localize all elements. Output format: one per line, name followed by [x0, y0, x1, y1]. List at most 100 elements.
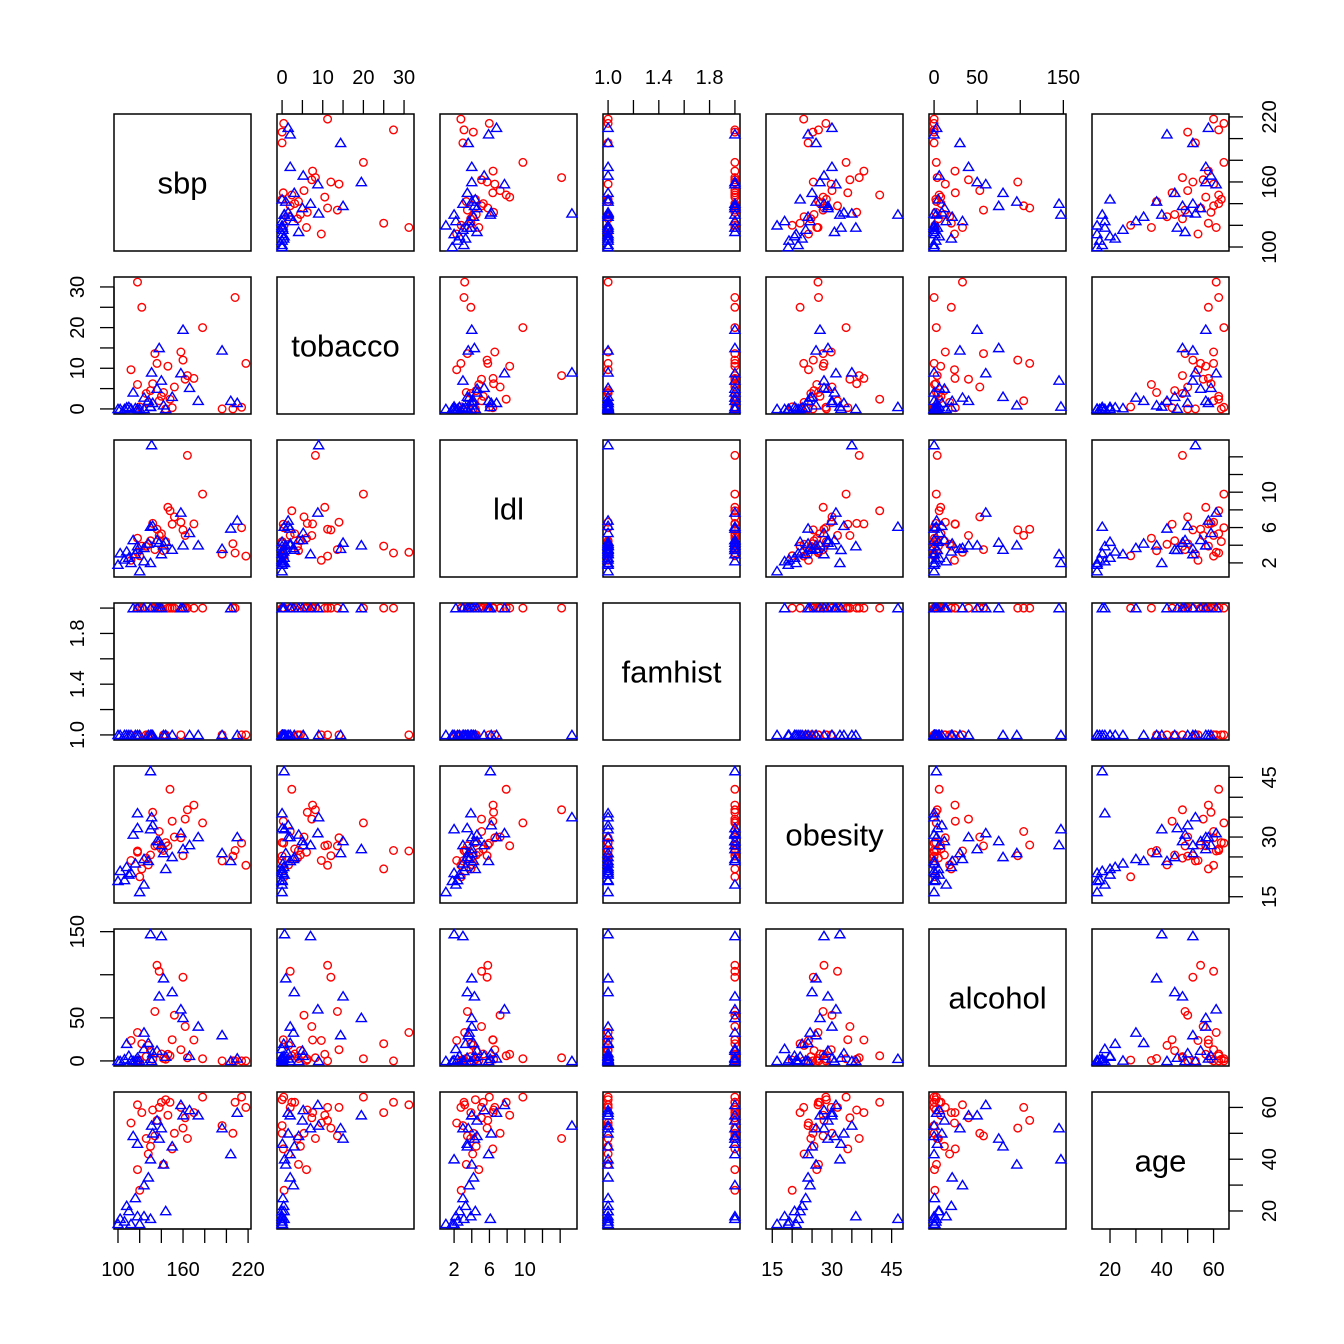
point-triangle: [728, 1098, 742, 1110]
point-circle: [217, 404, 227, 414]
point-triangle: [825, 514, 839, 525]
point-triangle: [467, 1036, 480, 1048]
point-circle: [501, 784, 511, 794]
point-circle: [1025, 203, 1035, 213]
point-triangle: [728, 555, 742, 566]
panel-alcohol-vs-famhist: [601, 928, 742, 1067]
point-circle: [818, 502, 828, 512]
point-triangle: [1090, 886, 1104, 897]
point-circle: [468, 127, 478, 137]
tick-label: 10: [1259, 481, 1281, 503]
point-triangle: [825, 396, 839, 408]
point-triangle: [849, 540, 863, 551]
point-circle: [730, 361, 740, 371]
point-circle: [241, 730, 251, 740]
point-triangle: [279, 1158, 293, 1169]
point-circle: [795, 603, 805, 613]
point-triangle: [111, 1217, 125, 1229]
point-triangle: [728, 400, 742, 412]
point-circle: [389, 603, 399, 613]
point-triangle: [1160, 522, 1174, 533]
point-triangle: [834, 543, 848, 555]
panel-frame: [928, 1091, 1067, 1230]
point-triangle: [821, 382, 835, 393]
point-triangle: [131, 540, 144, 551]
point-circle: [379, 541, 389, 551]
point-triangle: [283, 1020, 297, 1031]
point-triangle: [837, 206, 851, 217]
point-triangle: [601, 221, 615, 232]
point-triangle: [470, 1044, 484, 1055]
point-circle: [389, 1097, 399, 1107]
point-triangle: [334, 136, 347, 148]
point-triangle: [439, 402, 453, 414]
point-circle: [812, 1165, 822, 1175]
point-triangle: [992, 199, 1006, 211]
point-circle: [950, 166, 960, 176]
tick-label: 60: [1202, 1259, 1224, 1281]
point-triangle: [825, 728, 839, 740]
point-circle: [975, 186, 985, 196]
point-triangle: [601, 381, 615, 393]
point-triangle: [312, 1119, 325, 1130]
point-triangle: [152, 341, 166, 353]
point-triangle: [1098, 215, 1112, 226]
point-triangle: [601, 1199, 615, 1211]
point-triangle: [1137, 1036, 1150, 1048]
point-triangle: [1168, 543, 1182, 555]
point-triangle: [142, 854, 155, 866]
point-triangle: [464, 1210, 478, 1221]
point-triangle: [133, 565, 146, 576]
point-triangle: [281, 1127, 295, 1138]
point-triangle: [447, 1153, 461, 1164]
point-circle: [169, 1128, 179, 1138]
point-triangle: [829, 506, 843, 517]
point-circle: [1214, 394, 1224, 404]
point-circle: [1190, 404, 1200, 414]
point-triangle: [1202, 514, 1215, 525]
point-triangle: [728, 1011, 742, 1023]
point-triangle: [467, 210, 480, 222]
point-triangle: [296, 839, 310, 850]
point-circle: [176, 833, 186, 843]
point-circle: [950, 1118, 960, 1128]
point-triangle: [945, 1171, 959, 1182]
point-circle: [237, 1056, 247, 1066]
point-triangle: [275, 540, 289, 551]
point-triangle: [829, 1098, 843, 1110]
point-triangle: [1181, 519, 1194, 531]
point-circle: [279, 1092, 289, 1102]
point-circle: [557, 1133, 567, 1143]
point-triangle: [793, 535, 807, 547]
point-triangle: [1098, 221, 1112, 232]
point-circle: [505, 841, 515, 851]
point-triangle: [146, 396, 159, 408]
point-triangle: [601, 1052, 615, 1063]
point-triangle: [281, 819, 295, 830]
point-triangle: [174, 602, 188, 613]
point-triangle: [336, 536, 350, 547]
tick-label: 50: [67, 1007, 89, 1029]
point-circle: [294, 1159, 304, 1169]
point-triangle: [281, 831, 295, 842]
point-circle: [730, 302, 740, 312]
point-triangle: [825, 539, 839, 550]
panel-alcohol-vs-ldl: [439, 928, 579, 1067]
point-triangle: [1171, 822, 1184, 833]
point-circle: [1146, 380, 1156, 390]
point-triangle: [930, 396, 943, 408]
point-circle: [841, 489, 851, 499]
point-circle: [477, 814, 487, 824]
point-circle: [950, 188, 960, 198]
point-triangle: [279, 539, 293, 550]
point-circle: [299, 1010, 309, 1020]
panel-frame: [439, 765, 578, 904]
panel-frame: [113, 765, 252, 904]
point-triangle: [799, 223, 812, 235]
point-triangle: [813, 602, 827, 613]
point-triangle: [1181, 819, 1194, 830]
point-circle: [241, 860, 251, 870]
point-triangle: [111, 558, 125, 570]
point-triangle: [145, 1119, 158, 1130]
